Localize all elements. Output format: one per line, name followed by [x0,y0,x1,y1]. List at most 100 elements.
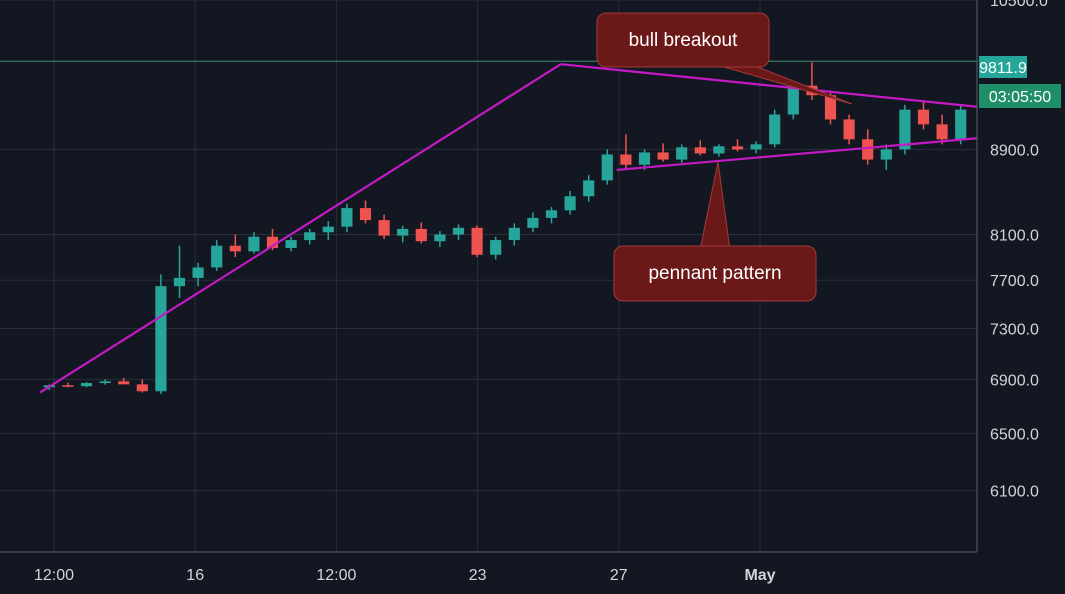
candle-body [527,217,539,228]
x-tick-label: 27 [610,567,628,584]
candle [434,231,446,247]
candle [527,212,539,233]
countdown-value: 03:05:50 [989,89,1051,106]
pattern-label: pennant pattern [648,263,781,284]
candle [378,214,390,239]
candle-body [620,154,632,165]
x-tick-label: 12:00 [34,567,74,584]
candle [899,104,911,155]
candle-body [787,85,799,115]
trend-lines [39,63,978,394]
candle-body [415,228,427,242]
candle [955,104,967,145]
candle-body [173,277,186,287]
candle [229,234,241,258]
candle [304,228,316,245]
y-tick-label: 8100.0 [990,227,1039,244]
candle-body [694,147,706,154]
candle-body [657,152,669,160]
candle-body [397,228,409,236]
candle [155,274,167,394]
bull-breakout-callout: bull breakout [596,12,853,105]
x-tick-label: 23 [469,567,487,584]
last-price-tag: 9811.9 03:05:50 [979,56,1061,108]
x-axis-ticks: 12:00 16 12:00 23 27 May [34,567,776,584]
candle-body [490,240,502,255]
candle-body [955,109,967,140]
candle-body [136,384,148,392]
callout-box [613,245,817,302]
candle [694,140,706,156]
candle [359,200,372,224]
candle [508,223,520,246]
candle-body [843,119,855,140]
x-tick-label: 16 [186,567,204,584]
grid-lines [0,0,977,552]
candle-body [378,220,390,236]
candle [769,109,781,148]
trend-line [560,63,978,108]
y-tick-label: 6900.0 [990,372,1039,389]
candle-body [155,286,167,392]
candle-body [359,208,372,221]
candle-body [564,196,576,211]
candle [917,99,930,130]
candle-body [750,144,762,150]
candle [564,190,576,215]
candle-body [601,154,613,181]
breakout-label: bull breakout [629,30,739,51]
candle [99,379,111,385]
candle-body [917,109,930,125]
candle [601,149,613,185]
candle [341,203,353,233]
candle-body [99,381,111,384]
candle [880,144,892,170]
candle-body [545,210,558,218]
candle [843,114,855,145]
candle-body [248,236,260,252]
candle-body [229,245,241,252]
trend-line [616,137,978,172]
candle-body [638,152,651,165]
candle [545,207,558,224]
candle [490,236,502,260]
candle [173,245,186,299]
last-price-box [979,56,1027,78]
candle-body [211,245,223,268]
candle [118,378,130,385]
candle [657,143,669,162]
candle-body [676,147,688,160]
x-tick-label: May [744,567,775,584]
candle [80,381,93,388]
candle [471,225,483,258]
candle [62,382,74,388]
candle [620,134,632,170]
candle [415,222,427,244]
y-axis-ticks: 10500.0 8900.0 8100.0 7700.0 7300.0 6900.0 650… [990,0,1048,501]
candle-body [452,227,465,235]
trend-line [39,63,562,394]
candle [731,139,744,152]
candle-body [862,139,874,160]
y-tick-label: 7300.0 [990,321,1039,338]
candle-body [899,109,911,150]
y-tick-label: 6100.0 [990,484,1039,501]
candle-body [304,232,316,241]
x-tick-label: 12:00 [316,567,356,584]
countdown-box [979,84,1061,108]
candle-body [62,385,74,387]
candle-body [936,124,948,140]
candle-body [824,95,837,120]
candle-body [80,383,93,387]
candle [136,379,148,393]
candle [285,236,297,252]
candle [452,224,465,241]
last-price-value: 9811.9 [979,60,1027,77]
candle [248,232,260,254]
candle-body [508,227,520,241]
candle-body [341,208,353,227]
y-tick-label: 8900.0 [990,142,1039,159]
candles-layer [43,62,967,394]
